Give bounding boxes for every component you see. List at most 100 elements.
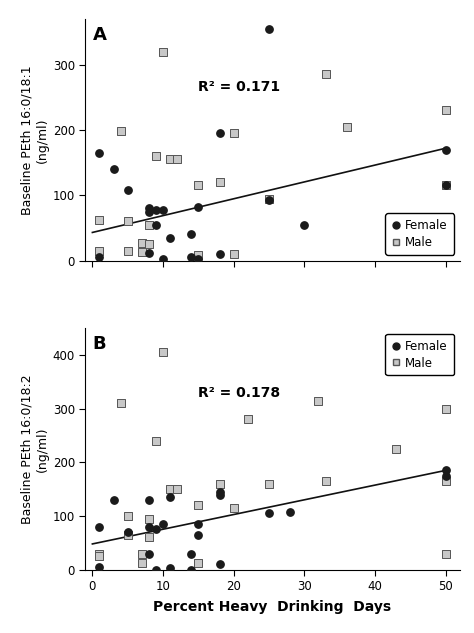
- Point: [194, 519, 202, 529]
- Point: [194, 250, 202, 260]
- Point: [216, 177, 223, 187]
- Point: [194, 180, 202, 191]
- Point: [96, 562, 103, 572]
- Point: [442, 180, 449, 191]
- Point: [392, 444, 400, 454]
- Point: [265, 23, 273, 34]
- Point: [173, 154, 181, 165]
- Point: [117, 398, 125, 408]
- Point: [145, 513, 153, 523]
- Point: [159, 47, 167, 57]
- Text: A: A: [93, 26, 107, 44]
- Point: [152, 524, 160, 534]
- Point: [152, 220, 160, 230]
- Point: [286, 506, 294, 517]
- Point: [194, 253, 202, 263]
- Point: [442, 246, 449, 256]
- Point: [230, 128, 237, 138]
- Point: [230, 503, 237, 513]
- Y-axis label: Baseline PEth 16:0/18:2
(ng/ml): Baseline PEth 16:0/18:2 (ng/ml): [20, 374, 48, 523]
- Point: [145, 220, 153, 230]
- Legend: Female, Male: Female, Male: [385, 213, 454, 254]
- Point: [145, 495, 153, 505]
- Point: [166, 484, 174, 494]
- Point: [216, 489, 223, 499]
- Point: [145, 549, 153, 559]
- Point: [166, 492, 174, 503]
- Point: [442, 471, 449, 481]
- Point: [173, 484, 181, 494]
- Point: [124, 511, 131, 521]
- Point: [138, 549, 146, 559]
- Point: [322, 476, 329, 486]
- Point: [442, 549, 449, 559]
- Point: [166, 154, 174, 165]
- Point: [138, 247, 146, 257]
- Text: R² = 0.178: R² = 0.178: [198, 386, 280, 401]
- Point: [188, 252, 195, 262]
- Point: [159, 519, 167, 529]
- Point: [152, 151, 160, 161]
- Point: [159, 204, 167, 215]
- Legend: Female, Male: Female, Male: [385, 334, 454, 375]
- Point: [145, 206, 153, 216]
- Point: [194, 500, 202, 510]
- X-axis label: Percent Heavy  Drinking  Days: Percent Heavy Drinking Days: [154, 600, 392, 614]
- Point: [442, 465, 449, 475]
- Point: [96, 246, 103, 256]
- Point: [216, 479, 223, 489]
- Point: [110, 164, 118, 174]
- Point: [194, 530, 202, 540]
- Point: [166, 563, 174, 573]
- Point: [110, 495, 118, 505]
- Y-axis label: Baseline PEth 16:0/18:1
(ng/ml): Baseline PEth 16:0/18:1 (ng/ml): [20, 65, 48, 215]
- Point: [188, 229, 195, 239]
- Point: [145, 239, 153, 249]
- Point: [124, 216, 131, 227]
- Point: [188, 565, 195, 575]
- Point: [216, 487, 223, 497]
- Point: [159, 253, 167, 263]
- Point: [216, 560, 223, 570]
- Point: [315, 396, 322, 406]
- Point: [442, 144, 449, 154]
- Point: [145, 532, 153, 542]
- Point: [265, 195, 273, 205]
- Text: R² = 0.171: R² = 0.171: [198, 80, 280, 94]
- Point: [124, 527, 131, 537]
- Point: [343, 122, 351, 132]
- Point: [442, 476, 449, 486]
- Point: [124, 246, 131, 256]
- Point: [188, 549, 195, 559]
- Point: [138, 558, 146, 568]
- Point: [152, 436, 160, 446]
- Point: [145, 248, 153, 258]
- Point: [166, 232, 174, 242]
- Point: [194, 558, 202, 568]
- Point: [442, 180, 449, 191]
- Point: [159, 348, 167, 358]
- Point: [96, 522, 103, 532]
- Point: [124, 185, 131, 195]
- Point: [96, 215, 103, 225]
- Point: [265, 508, 273, 518]
- Point: [322, 70, 329, 80]
- Point: [145, 203, 153, 213]
- Point: [117, 126, 125, 136]
- Point: [442, 404, 449, 414]
- Point: [96, 252, 103, 262]
- Point: [96, 551, 103, 561]
- Point: [216, 128, 223, 138]
- Point: [265, 194, 273, 204]
- Point: [138, 238, 146, 248]
- Text: B: B: [93, 335, 107, 353]
- Point: [194, 202, 202, 212]
- Point: [301, 220, 308, 230]
- Point: [216, 249, 223, 259]
- Point: [442, 105, 449, 115]
- Point: [152, 205, 160, 215]
- Point: [265, 479, 273, 489]
- Point: [124, 530, 131, 540]
- Point: [244, 415, 252, 425]
- Point: [152, 565, 160, 575]
